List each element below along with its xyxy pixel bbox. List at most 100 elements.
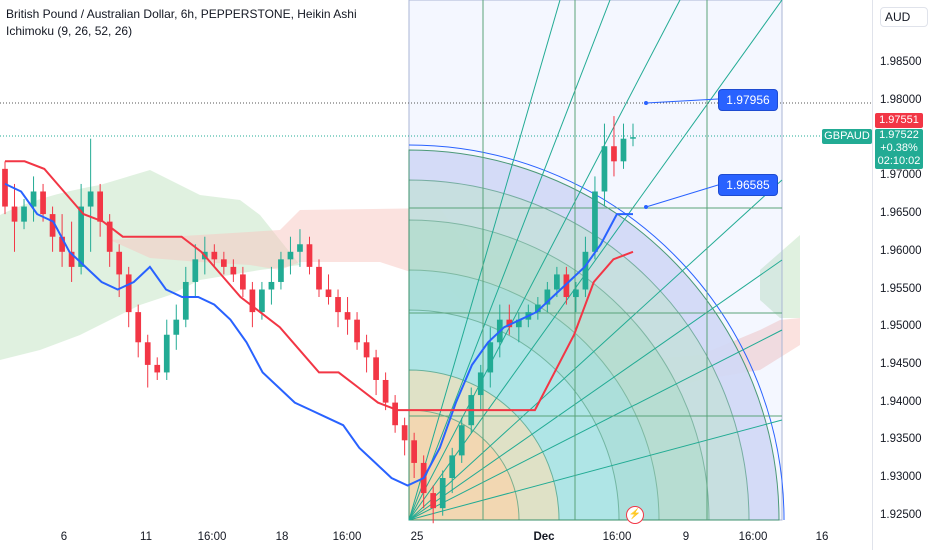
kumo-bull-region-future: [760, 235, 800, 318]
candle-body: [554, 274, 560, 290]
time-tick: 9: [682, 531, 690, 543]
candle-body: [68, 251, 75, 267]
candle-body: [163, 334, 170, 373]
candle-body: [630, 137, 636, 139]
candle-body: [401, 425, 408, 441]
time-tick: Dec: [533, 531, 555, 543]
candle-body: [87, 191, 94, 207]
price-tick: 1.94500: [880, 357, 922, 370]
price-label-red: 1.97551: [875, 113, 923, 128]
gann-fan-line-5: [408, 259, 783, 521]
callout-anchor-upper: [644, 101, 648, 105]
gann-fan-line-3: [408, 0, 783, 521]
last-price: 1.97522: [879, 129, 919, 141]
lightning-icon[interactable]: ⚡: [626, 506, 644, 524]
price-callout-lower[interactable]: 1.96585: [718, 174, 778, 196]
candle-body: [59, 236, 65, 252]
candle-body: [392, 402, 398, 426]
candle-body: [78, 206, 84, 267]
time-tick: 6: [60, 531, 68, 543]
candle-body: [182, 281, 189, 320]
candle-body: [373, 357, 379, 380]
candle-body: [49, 214, 56, 237]
candle-body: [30, 191, 37, 207]
candle-body: [515, 319, 522, 328]
candle-body: [430, 493, 437, 509]
callout-leader-lower: [645, 184, 719, 208]
candle-body: [240, 274, 246, 290]
time-tick: 11: [140, 531, 152, 543]
candle-body: [297, 244, 303, 252]
candle-body: [316, 266, 322, 290]
gann-arc-6: [408, 409, 520, 521]
time-tick: 16:00: [197, 531, 227, 543]
symbol-label: GBPAUD: [822, 129, 872, 144]
last-price-label: 1.97522 +0.38% 02:10:02: [875, 129, 923, 169]
price-axis[interactable]: [872, 0, 932, 550]
price-tick: 1.96500: [880, 207, 922, 220]
candle-body: [592, 191, 598, 252]
candle-body: [287, 251, 294, 260]
gann-fan-line-7: [408, 419, 783, 521]
price-tick: 1.94000: [880, 395, 922, 408]
price-tick: 1.95000: [880, 320, 922, 333]
price-tick: 1.97000: [880, 169, 922, 182]
candle-body: [477, 372, 484, 396]
candle-body: [40, 191, 46, 215]
indicator-label[interactable]: Ichimoku (9, 26, 52, 26): [6, 24, 133, 38]
kumo-bull-region: [0, 170, 300, 360]
candle-body: [354, 319, 360, 343]
candle-body: [220, 259, 227, 267]
candle-body: [230, 266, 237, 275]
gann-fan-line-1: [408, 0, 611, 521]
candle-body: [563, 274, 570, 298]
candle-body: [2, 168, 8, 207]
candle-body: [439, 478, 446, 509]
candle-body: [582, 251, 589, 290]
candle-body: [192, 259, 199, 282]
candle-body: [135, 312, 142, 343]
price-tick: 1.92500: [880, 508, 922, 521]
candle-body: [325, 289, 332, 298]
candle-body: [458, 425, 465, 456]
candle-body: [173, 319, 180, 335]
price-tick: 1.96000: [880, 244, 922, 257]
candle-body: [534, 304, 541, 313]
candle-body: [306, 244, 313, 267]
candle-body: [363, 342, 370, 358]
candle-body: [144, 342, 151, 365]
time-tick: 16: [815, 531, 829, 543]
price-tick: 1.98000: [880, 94, 922, 106]
chart-legend: British Pound / Australian Dollar, 6h, P…: [6, 6, 357, 40]
candle-body: [611, 146, 617, 162]
candle-body: [106, 221, 113, 252]
currency-selector[interactable]: AUD: [880, 7, 928, 27]
candle-body: [11, 206, 18, 222]
gann-arc-outer: [408, 144, 785, 521]
candle-body: [116, 251, 123, 275]
candle-body: [125, 274, 132, 313]
gann-fan-line-6: [408, 329, 783, 521]
gann-fan-line-4: [408, 179, 783, 521]
candle-body: [278, 259, 284, 282]
price-callout-upper[interactable]: 1.97956: [718, 89, 778, 111]
candle-body: [97, 191, 104, 222]
candle-body: [249, 289, 256, 313]
candle-body: [21, 206, 27, 222]
time-tick: 16:00: [602, 531, 632, 543]
bar-countdown: 02:10:02: [877, 155, 921, 167]
candle-body: [344, 312, 351, 320]
candle-body: [411, 440, 418, 463]
price-tick: 1.93000: [880, 471, 922, 483]
time-tick: 16:00: [332, 531, 362, 543]
chart-title[interactable]: British Pound / Australian Dollar, 6h, P…: [6, 7, 357, 21]
candle-body: [620, 138, 627, 162]
candle-body: [506, 319, 513, 328]
candle-body: [335, 297, 341, 313]
candle-body: [544, 289, 551, 305]
time-tick: 16:00: [738, 531, 768, 543]
candle-body: [449, 455, 456, 478]
price-tick: 1.93500: [880, 433, 922, 446]
candle-body: [211, 251, 218, 260]
price-chart[interactable]: [0, 0, 872, 528]
